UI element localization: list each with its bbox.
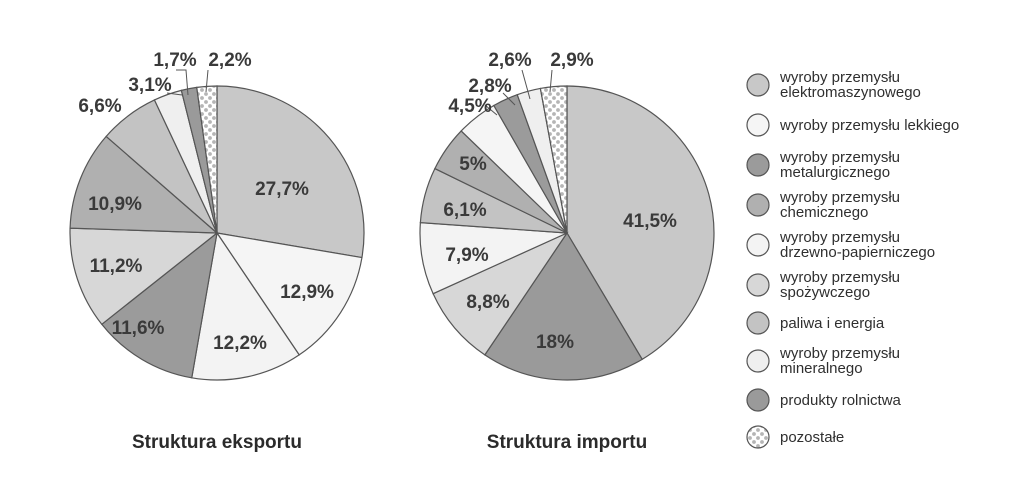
legend-label-wyroby_lekkie: wyroby przemysłu lekkiego bbox=[779, 117, 959, 134]
legend-swatch-pozostale bbox=[746, 425, 770, 449]
legend-label-wyroby_spozywcze: spożywczego bbox=[780, 284, 870, 301]
leader-line bbox=[484, 104, 498, 116]
pie-slice-wyroby_chemiczne bbox=[69, 135, 219, 234]
data-label-wyroby_lekkie: 12,9% bbox=[280, 282, 334, 303]
pie-slice-pozostale bbox=[539, 85, 568, 234]
legend-label-wyroby_chemiczne: chemicznego bbox=[780, 204, 868, 221]
leader-line bbox=[176, 69, 189, 96]
pie-slice-wyroby_elektromaszynowe bbox=[216, 85, 365, 259]
data-label-wyroby_mineralne: 2,6% bbox=[488, 50, 531, 71]
legend-swatch-wyroby_lekkie bbox=[746, 113, 770, 137]
legend-label-wyroby_drzewno_papiernicze: drzewno-papierniczego bbox=[780, 244, 935, 261]
pie-slice-wyroby_lekkie bbox=[215, 232, 363, 356]
legend-label-wyroby_mineralne: mineralnego bbox=[780, 360, 863, 377]
data-label-wyroby_drzewno_papiernicze: 12,2% bbox=[213, 333, 267, 354]
chart-title: Struktura importu bbox=[487, 432, 647, 453]
data-label-produkty_rolnictwa: 18% bbox=[536, 332, 574, 353]
data-label-wyroby_spozywcze: 11,2% bbox=[90, 256, 143, 277]
legend-swatch-wyroby_mineralne bbox=[746, 349, 770, 373]
legend-swatch-paliwa_i_energia bbox=[746, 311, 770, 335]
data-label-wyroby_elektromaszynowe: 41,5% bbox=[623, 211, 677, 232]
data-label-wyroby_elektromaszynowe: 27,7% bbox=[255, 179, 309, 200]
pie-slice-produkty_rolnictwa bbox=[483, 231, 643, 381]
data-label-wyroby_mineralne: 3,1% bbox=[128, 75, 171, 96]
leader-line bbox=[549, 69, 553, 93]
data-label-wyroby_spozywcze: 8,8% bbox=[466, 292, 509, 313]
legend-swatch-wyroby_metalurgiczne bbox=[746, 153, 770, 177]
legend-label-paliwa_i_energia: paliwa i energia bbox=[780, 315, 885, 332]
legend-label-wyroby_elektromaszynowe: wyroby przemysłu bbox=[779, 69, 900, 86]
legend-label-pozostale: pozostałe bbox=[780, 429, 844, 446]
pie-slice-wyroby_metalurgiczne bbox=[100, 231, 218, 379]
export-pie-chart: 27,7% 12,9% 12,2% 11,6% 11,2% 10,9% 6,6% 3,1% 1,… bbox=[69, 50, 365, 453]
legend-label-wyroby_spozywcze: wyroby przemysłu bbox=[779, 269, 900, 286]
legend-swatch-produkty_rolnictwa bbox=[746, 388, 770, 412]
leader-line bbox=[205, 69, 209, 93]
pie-slice-wyroby_drzewno_papiernicze bbox=[191, 231, 301, 381]
data-label-wyroby_lekkie: 4,5% bbox=[448, 96, 491, 117]
legend-swatch-wyroby_spozywcze bbox=[746, 273, 770, 297]
data-label-produkty_rolnictwa: 1,7% bbox=[153, 50, 196, 71]
data-label-wyroby_chemiczne: 5% bbox=[459, 154, 487, 175]
pie-slice-wyroby_spozywcze bbox=[69, 227, 219, 326]
data-label-wyroby_metalurgiczne: 2,8% bbox=[468, 76, 511, 97]
legend-swatch-wyroby_chemiczne bbox=[746, 193, 770, 217]
data-label-paliwa_i_energia: 6,1% bbox=[443, 200, 486, 221]
legend-label-wyroby_mineralne: wyroby przemysłu bbox=[779, 345, 900, 362]
data-label-pozostale: 2,2% bbox=[208, 50, 251, 71]
leader-line bbox=[521, 69, 531, 100]
legend-label-wyroby_elektromaszynowe: elektromaszynowego bbox=[780, 84, 921, 101]
legend-label-wyroby_chemiczne: wyroby przemysłu bbox=[779, 189, 900, 206]
legend-label-wyroby_metalurgiczne: metalurgicznego bbox=[780, 164, 890, 181]
legend-swatch-wyroby_drzewno_papiernicze bbox=[746, 233, 770, 257]
data-label-wyroby_chemiczne: 10,9% bbox=[88, 194, 142, 215]
leader-line bbox=[502, 92, 516, 106]
legend-label-wyroby_drzewno_papiernicze: wyroby przemysłu bbox=[779, 229, 900, 246]
pie-slice-wyroby_spozywcze bbox=[432, 231, 569, 356]
legend: wyroby przemysłuelektromaszynowegowyroby… bbox=[746, 69, 959, 449]
data-label-pozostale: 2,9% bbox=[550, 50, 593, 71]
data-label-wyroby_drzewno_papiernicze: 7,9% bbox=[445, 245, 488, 266]
chart-title: Struktura eksportu bbox=[132, 432, 302, 453]
data-label-paliwa_i_energia: 6,6% bbox=[78, 96, 121, 117]
pie-slice-wyroby_elektromaszynowe bbox=[566, 85, 715, 361]
legend-label-wyroby_metalurgiczne: wyroby przemysłu bbox=[779, 149, 900, 166]
import-pie-chart: 41,5% 18% 8,8% 7,9% 6,1% 5% 4,5%2,8% 2,6% 2,9% St… bbox=[419, 50, 715, 453]
data-label-wyroby_metalurgiczne: 11,6% bbox=[112, 318, 165, 339]
legend-label-produkty_rolnictwa: produkty rolnictwa bbox=[780, 392, 902, 409]
leader-line bbox=[166, 92, 183, 96]
legend-swatch-wyroby_elektromaszynowe bbox=[746, 73, 770, 97]
